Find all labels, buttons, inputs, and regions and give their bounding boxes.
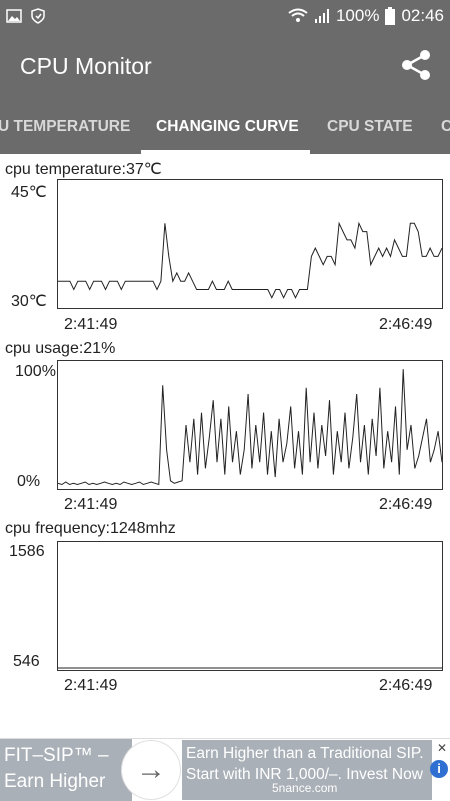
wifi-icon: [288, 8, 308, 22]
ad-banner[interactable]: FIT–SIP™ – Earn Higher → Earn Higher tha…: [0, 738, 450, 801]
frequency-plot: [57, 541, 443, 671]
temperature-plot-svg: [58, 221, 442, 299]
series-line: [58, 221, 442, 299]
temperature-chart-title: cpu temperature:37℃: [5, 161, 162, 178]
temperature-plot: [57, 179, 443, 309]
tab-bar: U TEMPERATURE CHANGING CURVE CPU STATE C: [0, 100, 450, 154]
usage-plot-svg: [58, 369, 442, 486]
usage-x-start: 2:41:49: [64, 496, 118, 513]
ad-body-line2: Start with INR 1,000/–. Invest Now: [186, 766, 423, 783]
info-icon[interactable]: i: [430, 760, 448, 778]
frequency-x-end: 2:46:49: [379, 677, 433, 694]
tab-cpu-temperature[interactable]: U TEMPERATURE: [0, 118, 131, 135]
usage-y-max: 100%: [15, 363, 56, 380]
temperature-y-min: 30℃: [11, 293, 47, 310]
temperature-y-max: 45℃: [11, 184, 47, 201]
frequency-y-max: 1586: [9, 543, 45, 560]
signal-icon: [314, 9, 329, 23]
app-bar: CPU Monitor: [0, 34, 450, 100]
ad-headline-line2: Earn Higher: [4, 771, 106, 792]
ad-left-panel[interactable]: FIT–SIP™ – Earn Higher: [0, 739, 132, 801]
close-icon[interactable]: ✕: [436, 741, 447, 755]
frequency-plot-svg: [58, 667, 442, 669]
frequency-x-start: 2:41:49: [64, 677, 118, 694]
tab-indicator: [141, 150, 310, 154]
usage-plot: [57, 360, 443, 490]
frequency-chart-title: cpu frequency:1248mhz: [5, 520, 176, 537]
status-bar: 100% 02:46: [0, 0, 450, 34]
battery-icon: [385, 7, 396, 25]
arrow-right-icon[interactable]: →: [122, 741, 180, 799]
tab-changing-curve[interactable]: CHANGING CURVE: [156, 118, 299, 135]
usage-x-end: 2:46:49: [379, 496, 433, 513]
ad-right-panel[interactable]: Earn Higher than a Traditional SIP. Star…: [182, 740, 432, 800]
share-icon[interactable]: [399, 48, 433, 82]
temperature-x-start: 2:41:49: [64, 316, 118, 333]
tab-cpu-state[interactable]: CPU STATE: [327, 118, 413, 135]
frequency-y-min: 546: [13, 653, 40, 670]
battery-percent: 100%: [335, 6, 380, 25]
ad-headline-line1: FIT–SIP™ –: [4, 745, 109, 766]
temperature-x-end: 2:46:49: [379, 316, 433, 333]
clock: 02:46: [401, 6, 444, 25]
gallery-icon: [6, 9, 22, 23]
usage-chart-title: cpu usage:21%: [5, 340, 116, 357]
ad-domain: 5nance.com: [272, 781, 338, 795]
shield-icon: [31, 8, 45, 24]
app-title: CPU Monitor: [20, 53, 152, 79]
tab-next[interactable]: C: [441, 118, 450, 135]
usage-y-min: 0%: [17, 473, 41, 490]
series-line: [58, 369, 442, 486]
ad-body-line1: Earn Higher than a Traditional SIP.: [186, 745, 424, 762]
